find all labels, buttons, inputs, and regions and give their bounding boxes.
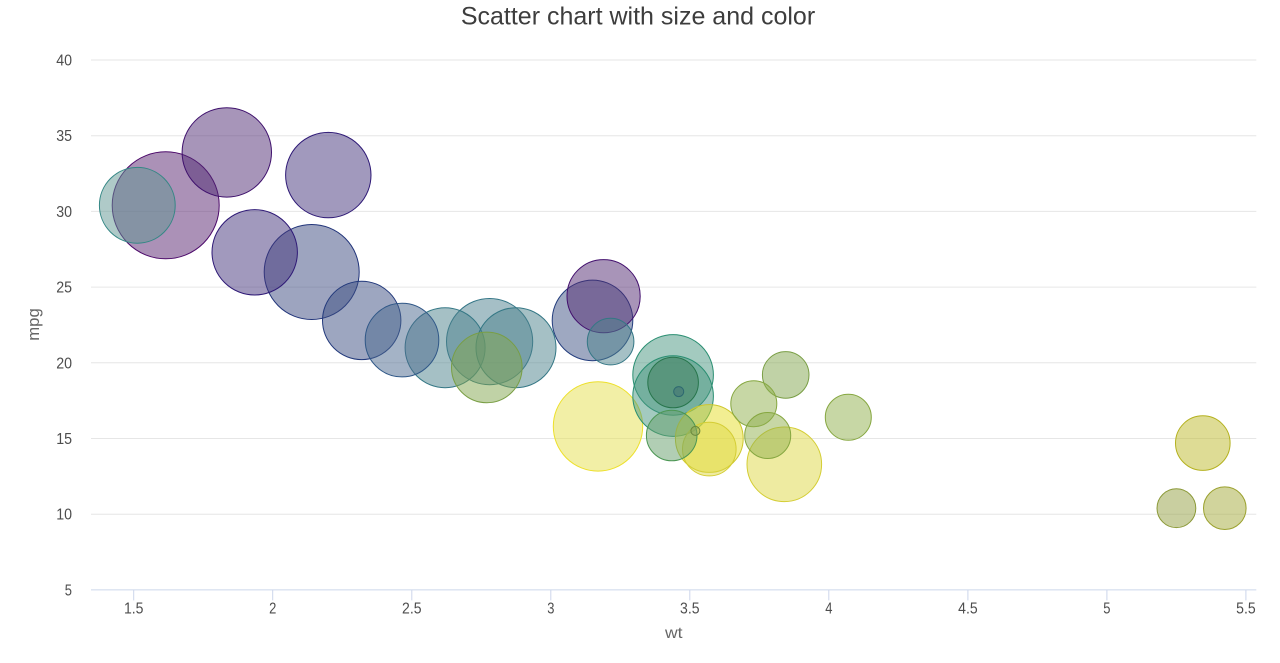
svg-text:25: 25 [56, 280, 72, 297]
svg-text:5.5: 5.5 [1236, 601, 1256, 618]
svg-text:2.5: 2.5 [402, 601, 422, 618]
svg-text:35: 35 [56, 128, 72, 145]
svg-text:2: 2 [269, 601, 276, 618]
svg-text:30: 30 [56, 204, 72, 221]
svg-text:3: 3 [547, 601, 554, 618]
svg-text:15: 15 [56, 431, 72, 448]
svg-text:5: 5 [1103, 601, 1110, 618]
svg-text:10: 10 [56, 507, 72, 524]
svg-text:wt: wt [664, 625, 683, 642]
svg-text:Scatter chart with size and co: Scatter chart with size and color [461, 3, 815, 31]
svg-text:20: 20 [56, 355, 72, 372]
svg-text:1.5: 1.5 [124, 601, 144, 618]
svg-text:4.5: 4.5 [958, 601, 978, 618]
svg-text:mpg: mpg [24, 308, 43, 341]
svg-text:5: 5 [65, 582, 72, 599]
svg-text:3.5: 3.5 [680, 601, 700, 618]
svg-text:4: 4 [825, 601, 832, 618]
svg-text:40: 40 [56, 53, 72, 70]
